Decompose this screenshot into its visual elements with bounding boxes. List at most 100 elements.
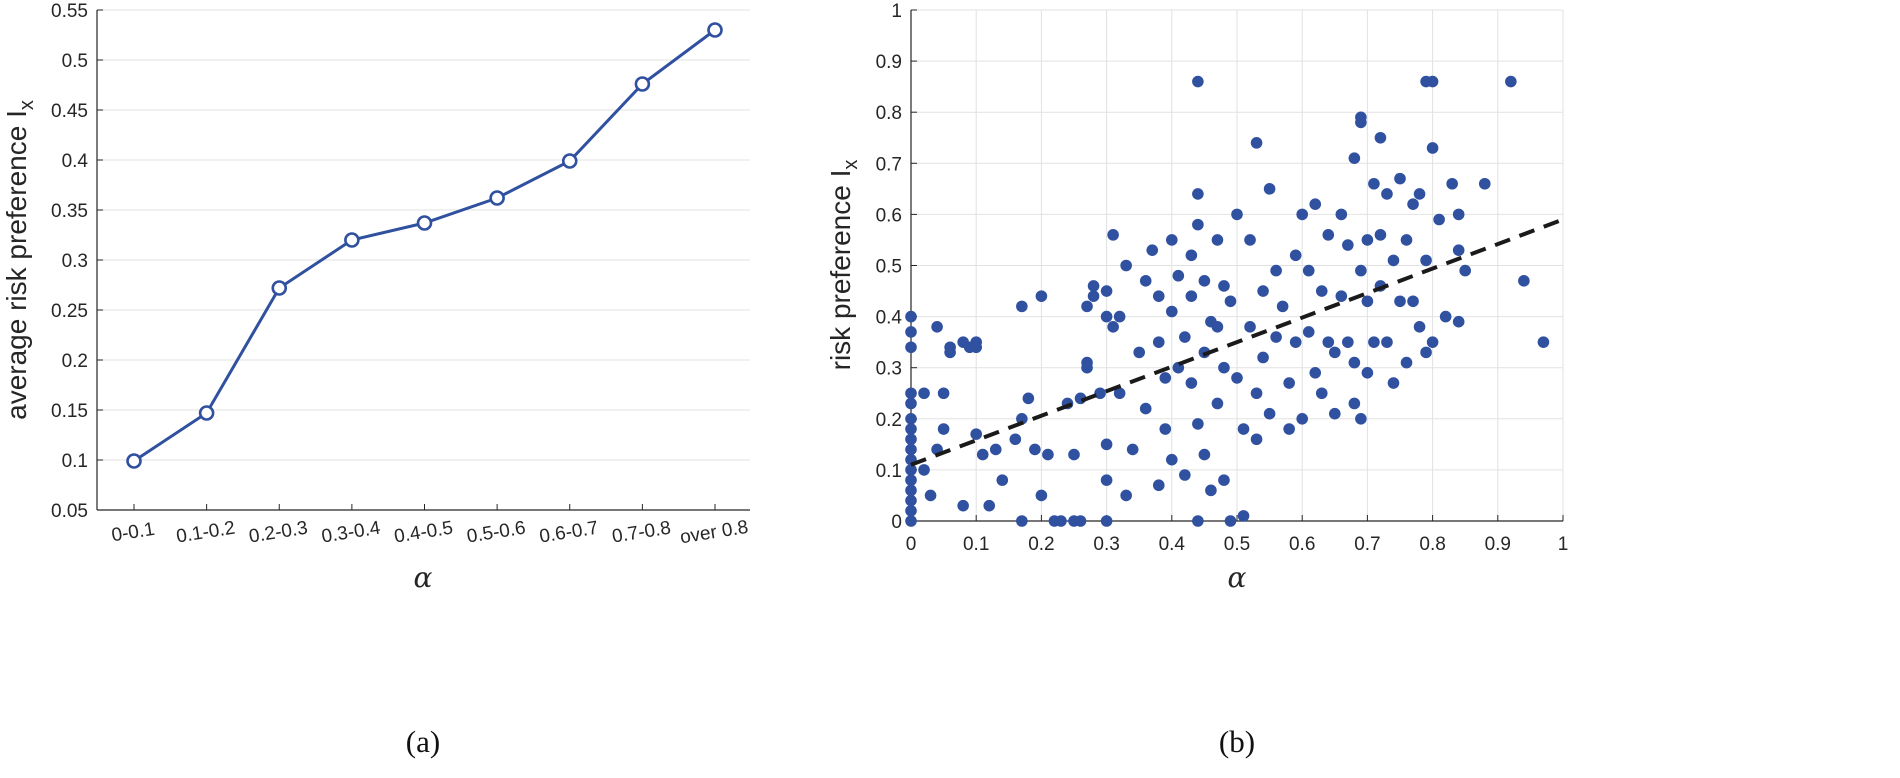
scatter-point: [905, 504, 917, 517]
scatter-point: [1257, 351, 1269, 364]
x-tick-label: 0.4: [1159, 534, 1186, 555]
scatter-point: [1192, 188, 1204, 200]
scatter-point: [1087, 290, 1100, 302]
scatter-point: [1348, 152, 1361, 164]
data-point-marker: [271, 280, 288, 296]
x-tick-label: 0.3: [1093, 534, 1119, 555]
trend-line: [910, 217, 1564, 467]
scatter-point: [1446, 177, 1458, 190]
scatter-point: [1159, 372, 1172, 384]
x-tick-label: 0: [906, 534, 917, 555]
scatter-point: [1426, 336, 1439, 348]
x-tick-label: 0.2: [1028, 534, 1054, 555]
scatter-point: [1100, 474, 1113, 486]
scatter-point: [1250, 433, 1263, 446]
scatter-point: [1355, 413, 1367, 425]
scatter-point: [1231, 208, 1243, 221]
scatter-point: [1250, 137, 1263, 149]
scatter-point: [905, 464, 917, 476]
y-tick-label: 0.15: [51, 401, 88, 422]
scatter-point: [944, 341, 956, 354]
scatter-point: [1361, 367, 1374, 379]
scatter-point: [1211, 397, 1224, 410]
scatter-point: [1218, 474, 1230, 486]
scatter-point: [1016, 300, 1028, 313]
scatter-point: [1133, 346, 1145, 359]
scatter-point: [1342, 239, 1354, 251]
scatter-point: [1270, 264, 1282, 277]
y-tick-label: 0.1: [876, 461, 902, 482]
scatter-point: [1152, 336, 1165, 348]
y-tick-label: 0.9: [876, 52, 902, 73]
x-tick-label: 0.5: [1224, 534, 1250, 555]
scatter-point: [1478, 177, 1491, 190]
data-point-marker: [489, 190, 505, 206]
scatter-point: [1361, 295, 1374, 308]
scatter-point: [1152, 290, 1165, 302]
scatter-point: [1185, 377, 1198, 389]
scatter-point: [1329, 346, 1341, 359]
scatter-point: [918, 387, 930, 400]
data-point-marker: [634, 76, 651, 92]
scatter-point: [1159, 423, 1172, 435]
scatter-point: [1042, 448, 1054, 461]
scatter-point: [1420, 254, 1432, 267]
scatter-point: [1407, 295, 1419, 308]
scatter-point: [1113, 310, 1126, 323]
scatter-point: [905, 443, 917, 456]
scatter-point: [1289, 336, 1302, 348]
scatter-point: [1361, 234, 1374, 246]
scatter-point: [1387, 254, 1400, 267]
scatter-point: [905, 397, 917, 410]
scatter-point: [905, 310, 917, 323]
scatter-point: [1518, 275, 1530, 287]
scatter-point: [1146, 244, 1159, 256]
scatter-point: [1250, 387, 1263, 400]
scatter-point: [1309, 367, 1322, 379]
scatter-point: [983, 499, 996, 512]
scatter-point: [1439, 310, 1452, 323]
scatter-point: [1074, 515, 1087, 527]
x-tick-label: 0.4-0.5: [393, 518, 455, 548]
caption-b: (b): [1219, 724, 1255, 759]
scatter-point: [1368, 336, 1380, 348]
scatter-point: [1452, 244, 1465, 256]
scatter-point: [924, 489, 937, 502]
x-tick-label: 0.7-0.8: [611, 518, 673, 548]
panel-a-chart: 0.05 0.1 0.15 0.2 0.25 0.3 0.35 0.4 0.45 0.5 0.55 0…: [1, 1, 750, 759]
x-tick-label: 0.2-0.3: [248, 518, 310, 548]
data-point-marker: [198, 405, 215, 421]
scatter-point: [1192, 218, 1204, 231]
scatter-point: [1211, 321, 1224, 333]
scatter-point: [970, 336, 982, 348]
scatter-point: [1152, 479, 1165, 492]
x-tick-label: 0.1-0.2: [175, 518, 237, 548]
x-tick-label: 0-0.1: [110, 519, 156, 547]
scatter-point: [1237, 423, 1250, 435]
data-point-marker: [561, 153, 578, 169]
scatter-point: [1100, 515, 1113, 527]
scatter-point: [1172, 269, 1185, 282]
scatter-point: [1081, 300, 1093, 313]
scatter-point: [1537, 336, 1550, 348]
y-tick-label: 0.5: [876, 257, 902, 278]
scatter-point: [1198, 448, 1211, 461]
scatter-point: [1322, 229, 1335, 241]
scatter-point: [905, 326, 917, 338]
y-tick-label: 0.3: [876, 359, 902, 380]
scatter-point: [1283, 377, 1295, 389]
scatter-point: [1335, 290, 1348, 302]
scatter-point: [1387, 377, 1400, 389]
scatter-point: [1283, 423, 1295, 435]
scatter-point: [1270, 331, 1282, 343]
scatter-point: [1100, 285, 1113, 297]
scatter-point: [1237, 510, 1250, 522]
y-tick-label: 0.8: [876, 103, 902, 124]
scatter-point: [1400, 356, 1413, 369]
scatter-point: [1276, 300, 1289, 313]
y-tick-label: 0.5: [62, 51, 88, 72]
scatter-point: [905, 474, 917, 486]
scatter-point: [1263, 183, 1276, 195]
scatter-point: [1126, 443, 1139, 456]
